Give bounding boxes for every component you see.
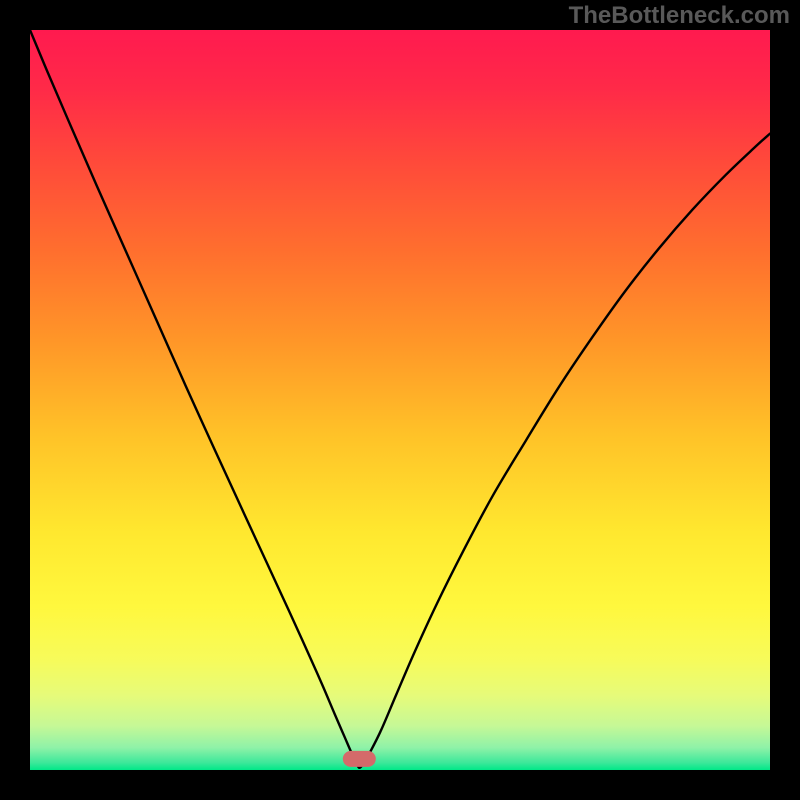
- optimum-marker: [343, 751, 376, 767]
- watermark-label: TheBottleneck.com: [569, 2, 790, 30]
- bottleneck-chart: [0, 0, 800, 800]
- chart-container: TheBottleneck.com: [0, 0, 800, 800]
- plot-area: [30, 30, 770, 770]
